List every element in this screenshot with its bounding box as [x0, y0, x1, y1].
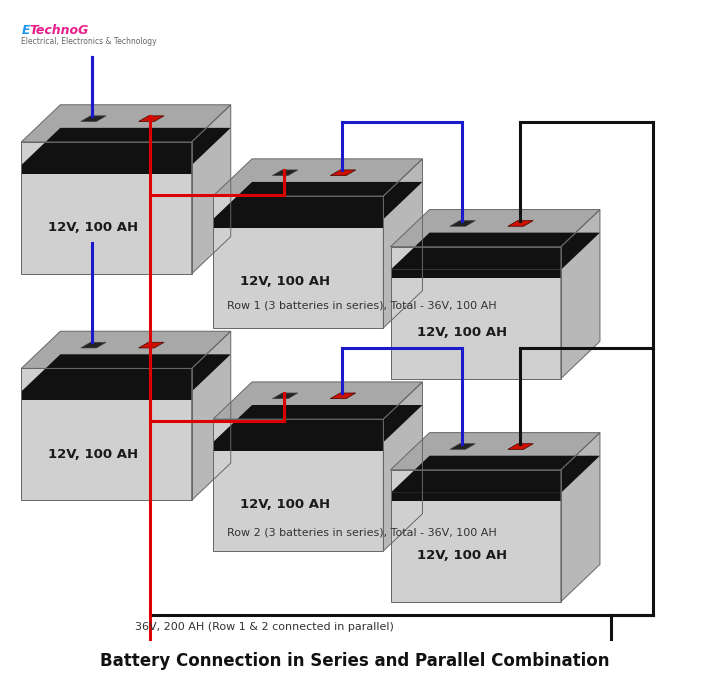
Text: 12V, 100 AH: 12V, 100 AH [48, 448, 138, 460]
Text: 12V, 100 AH: 12V, 100 AH [239, 275, 329, 288]
Polygon shape [213, 442, 383, 451]
Polygon shape [81, 116, 106, 122]
Polygon shape [213, 219, 383, 228]
Text: 12V, 100 AH: 12V, 100 AH [417, 549, 507, 562]
Polygon shape [391, 233, 600, 270]
Polygon shape [21, 105, 231, 142]
Text: 12V, 100 AH: 12V, 100 AH [417, 326, 507, 339]
Text: Battery Connection in Series and Parallel Combination: Battery Connection in Series and Paralle… [100, 652, 610, 670]
Polygon shape [450, 220, 475, 226]
Polygon shape [21, 142, 192, 274]
Text: 12V, 100 AH: 12V, 100 AH [239, 498, 329, 511]
Polygon shape [21, 368, 192, 500]
Polygon shape [81, 342, 106, 348]
Text: Electrical, Electronics & Technology: Electrical, Electronics & Technology [21, 37, 157, 46]
Polygon shape [450, 443, 475, 450]
Text: Row 2 (3 batteries in series), Total - 36V, 100 AH: Row 2 (3 batteries in series), Total - 3… [227, 527, 497, 537]
Polygon shape [391, 493, 561, 502]
Polygon shape [21, 391, 192, 400]
Polygon shape [138, 116, 164, 122]
Polygon shape [138, 342, 164, 348]
Text: 12V, 100 AH: 12V, 100 AH [48, 221, 138, 234]
Polygon shape [213, 405, 422, 442]
Polygon shape [391, 433, 600, 470]
Polygon shape [273, 170, 297, 176]
Polygon shape [391, 247, 561, 379]
Polygon shape [273, 393, 297, 399]
Polygon shape [508, 220, 533, 226]
Text: E: E [21, 24, 30, 37]
Polygon shape [391, 210, 600, 247]
Polygon shape [330, 393, 356, 399]
Polygon shape [383, 159, 422, 328]
Polygon shape [508, 443, 533, 450]
Polygon shape [391, 456, 600, 493]
Polygon shape [21, 165, 192, 174]
Polygon shape [213, 182, 422, 219]
Polygon shape [383, 382, 422, 551]
Polygon shape [213, 419, 383, 551]
Polygon shape [561, 433, 600, 602]
Text: TechnoG: TechnoG [30, 24, 89, 37]
Polygon shape [213, 159, 422, 196]
Polygon shape [391, 470, 561, 602]
Polygon shape [213, 382, 422, 419]
Polygon shape [213, 196, 383, 328]
Polygon shape [21, 331, 231, 368]
Polygon shape [21, 354, 231, 391]
Text: Row 1 (3 batteries in series), Total - 36V, 100 AH: Row 1 (3 batteries in series), Total - 3… [227, 301, 497, 311]
Polygon shape [21, 128, 231, 165]
Polygon shape [391, 270, 561, 279]
Polygon shape [330, 170, 356, 176]
Polygon shape [561, 210, 600, 379]
Polygon shape [192, 331, 231, 500]
Text: 36V, 200 AH (Row 1 & 2 connected in parallel): 36V, 200 AH (Row 1 & 2 connected in para… [135, 623, 394, 632]
Polygon shape [192, 105, 231, 274]
